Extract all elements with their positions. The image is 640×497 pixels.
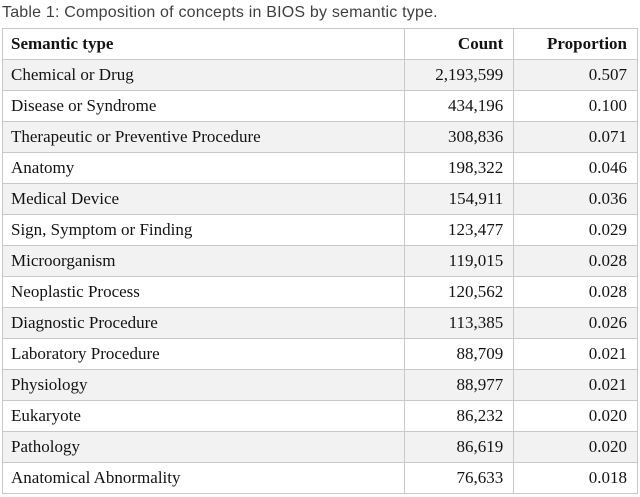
column-header-semantic-type: Semantic type — [1, 28, 406, 60]
proportion-cell: 0.018 — [513, 462, 638, 494]
proportion-cell: 0.020 — [513, 400, 638, 432]
count-cell: 119,015 — [404, 245, 515, 277]
concepts-table: Semantic type Count Proportion Chemical … — [1, 28, 638, 494]
count-cell: 434,196 — [404, 90, 515, 122]
semantic-type-cell: Microorganism — [1, 245, 406, 277]
semantic-type-cell: Neoplastic Process — [1, 276, 406, 308]
semantic-type-cell: Diagnostic Procedure — [1, 307, 406, 339]
proportion-cell: 0.071 — [513, 121, 638, 153]
table-row: Anatomy 198,322 0.046 — [1, 152, 638, 184]
proportion-cell: 0.026 — [513, 307, 638, 339]
table-row: Neoplastic Process 120,562 0.028 — [1, 276, 638, 308]
proportion-cell: 0.028 — [513, 276, 638, 308]
proportion-cell: 0.100 — [513, 90, 638, 122]
table-row: Laboratory Procedure 88,709 0.021 — [1, 338, 638, 370]
semantic-type-cell: Physiology — [1, 369, 406, 401]
semantic-type-cell: Chemical or Drug — [1, 59, 406, 91]
count-cell: 2,193,599 — [404, 59, 515, 91]
semantic-type-cell: Eukaryote — [1, 400, 406, 432]
table-body: Chemical or Drug 2,193,599 0.507 Disease or… — [1, 59, 638, 494]
count-cell: 120,562 — [404, 276, 515, 308]
proportion-cell: 0.021 — [513, 369, 638, 401]
proportion-cell: 0.028 — [513, 245, 638, 277]
semantic-type-cell: Anatomy — [1, 152, 406, 184]
table-row: Disease or Syndrome 434,196 0.100 — [1, 90, 638, 122]
table-row: Medical Device 154,911 0.036 — [1, 183, 638, 215]
header-row: Semantic type Count Proportion — [1, 28, 638, 60]
semantic-type-cell: Laboratory Procedure — [1, 338, 406, 370]
semantic-type-cell: Sign, Symptom or Finding — [1, 214, 406, 246]
table-row: Pathology 86,619 0.020 — [1, 431, 638, 463]
table-row: Microorganism 119,015 0.028 — [1, 245, 638, 277]
semantic-type-cell: Pathology — [1, 431, 406, 463]
count-cell: 154,911 — [404, 183, 515, 215]
proportion-cell: 0.021 — [513, 338, 638, 370]
proportion-cell: 0.029 — [513, 214, 638, 246]
column-header-count: Count — [404, 28, 515, 60]
table-row: Chemical or Drug 2,193,599 0.507 — [1, 59, 638, 91]
count-cell: 88,709 — [404, 338, 515, 370]
table-row: Diagnostic Procedure 113,385 0.026 — [1, 307, 638, 339]
count-cell: 88,977 — [404, 369, 515, 401]
count-cell: 113,385 — [404, 307, 515, 339]
semantic-type-cell: Anatomical Abnormality — [1, 462, 406, 494]
proportion-cell: 0.046 — [513, 152, 638, 184]
semantic-type-cell: Medical Device — [1, 183, 406, 215]
table-header: Semantic type Count Proportion — [1, 28, 638, 60]
semantic-type-cell: Therapeutic or Preventive Procedure — [1, 121, 406, 153]
count-cell: 308,836 — [404, 121, 515, 153]
table-caption: Table 1: Composition of concepts in BIOS… — [2, 4, 438, 21]
proportion-cell: 0.507 — [513, 59, 638, 91]
semantic-type-cell: Disease or Syndrome — [1, 90, 406, 122]
table-row: Physiology 88,977 0.021 — [1, 369, 638, 401]
count-cell: 86,619 — [404, 431, 515, 463]
count-cell: 123,477 — [404, 214, 515, 246]
count-cell: 76,633 — [404, 462, 515, 494]
table-row: Eukaryote 86,232 0.020 — [1, 400, 638, 432]
table-row: Anatomical Abnormality 76,633 0.018 — [1, 462, 638, 494]
column-header-proportion: Proportion — [513, 28, 638, 60]
count-cell: 86,232 — [404, 400, 515, 432]
table-row: Sign, Symptom or Finding 123,477 0.029 — [1, 214, 638, 246]
count-cell: 198,322 — [404, 152, 515, 184]
table-row: Therapeutic or Preventive Procedure 308,8… — [1, 121, 638, 153]
proportion-cell: 0.020 — [513, 431, 638, 463]
proportion-cell: 0.036 — [513, 183, 638, 215]
